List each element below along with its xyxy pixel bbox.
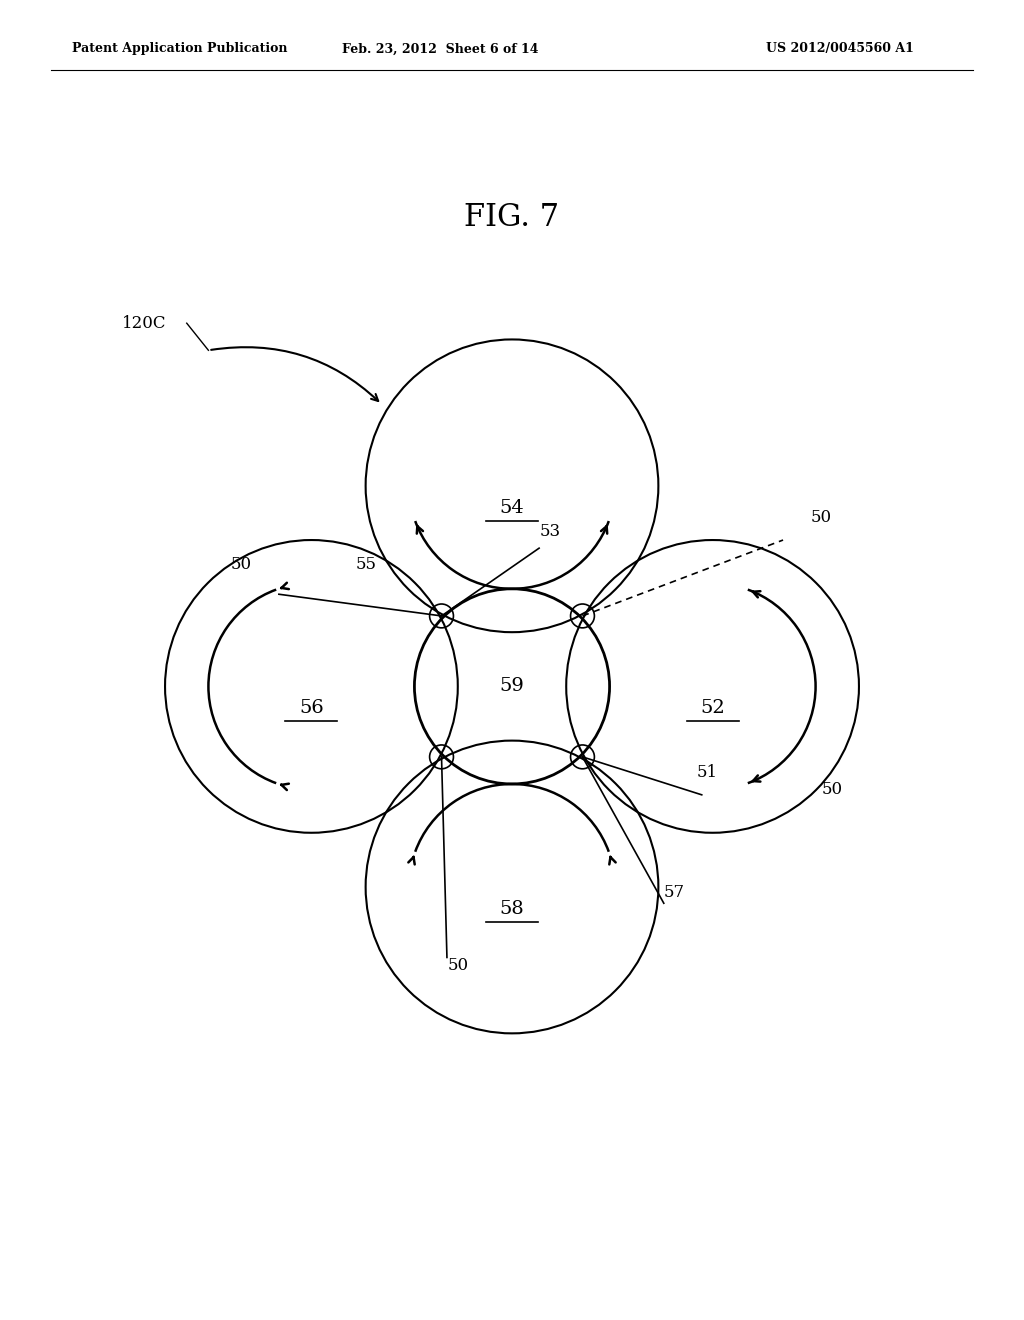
Text: 58: 58	[500, 900, 524, 917]
Text: FIG. 7: FIG. 7	[465, 202, 559, 234]
Text: 50: 50	[230, 556, 252, 573]
Text: 53: 53	[540, 523, 560, 540]
Text: 50: 50	[821, 780, 843, 797]
Text: 54: 54	[500, 499, 524, 516]
Text: 59: 59	[500, 677, 524, 696]
Text: 52: 52	[700, 700, 725, 717]
Text: Feb. 23, 2012  Sheet 6 of 14: Feb. 23, 2012 Sheet 6 of 14	[342, 42, 539, 55]
Text: 56: 56	[299, 700, 324, 717]
Text: 51: 51	[696, 764, 718, 781]
Text: 50: 50	[810, 510, 831, 527]
Text: US 2012/0045560 A1: US 2012/0045560 A1	[766, 42, 913, 55]
Text: Patent Application Publication: Patent Application Publication	[72, 42, 287, 55]
Text: 50: 50	[447, 957, 468, 974]
Text: 120C: 120C	[122, 314, 166, 331]
Text: 57: 57	[665, 883, 685, 900]
Text: 55: 55	[355, 556, 376, 573]
